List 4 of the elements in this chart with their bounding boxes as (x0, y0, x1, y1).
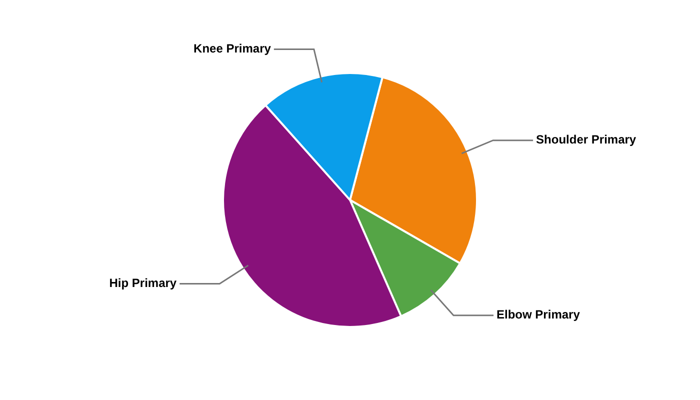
slice-label: Shoulder Primary (536, 132, 636, 147)
slice-label: Knee Primary (194, 42, 272, 56)
slice-label: Hip Primary (109, 276, 177, 290)
slice-label: Elbow Primary (496, 308, 580, 322)
